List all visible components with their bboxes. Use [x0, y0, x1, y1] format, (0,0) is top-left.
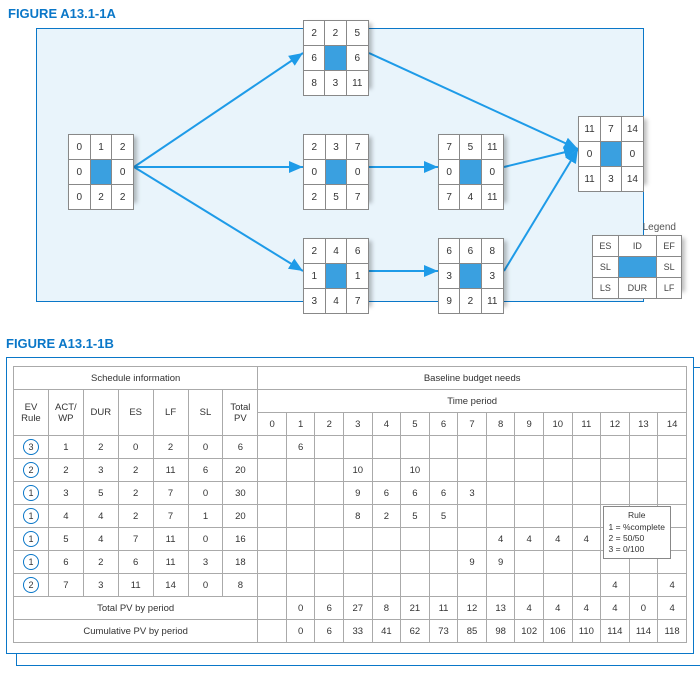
- rule-legend: Rule 1 = %complete 2 = 50/50 3 = 0/100: [603, 506, 671, 559]
- legend: Legend ESIDEFSLSLLSDURLF: [562, 222, 682, 289]
- network-node: 225668311: [303, 20, 369, 86]
- network-node: 668339211: [438, 238, 504, 304]
- rule-legend-line: 3 = 0/100: [609, 544, 665, 555]
- network-node: 117140011314: [578, 116, 644, 182]
- legend-title: Legend: [562, 222, 682, 233]
- figure-b: FIGURE A13.1-1B Schedule informationBase…: [6, 336, 694, 654]
- figure-b-title: FIGURE A13.1-1B: [6, 336, 694, 351]
- rule-legend-line: 2 = 50/50: [609, 533, 665, 544]
- network-node: 01200022: [68, 134, 134, 200]
- budget-table: Schedule informationBaseline budget need…: [13, 366, 687, 643]
- figure-a-title: FIGURE A13.1-1A: [8, 6, 116, 21]
- network-node: 24611347: [303, 238, 369, 304]
- legend-node: ESIDEFSLSLLSDURLF: [592, 235, 682, 289]
- network-node: 23700257: [303, 134, 369, 200]
- budget-table-wrap: Schedule informationBaseline budget need…: [6, 357, 694, 654]
- rule-legend-line: 1 = %complete: [609, 522, 665, 533]
- network-node: 7511007411: [438, 134, 504, 200]
- rule-legend-title: Rule: [609, 510, 665, 521]
- figure-a: FIGURE A13.1-1A 01200022 225668311 2370025…: [8, 6, 692, 326]
